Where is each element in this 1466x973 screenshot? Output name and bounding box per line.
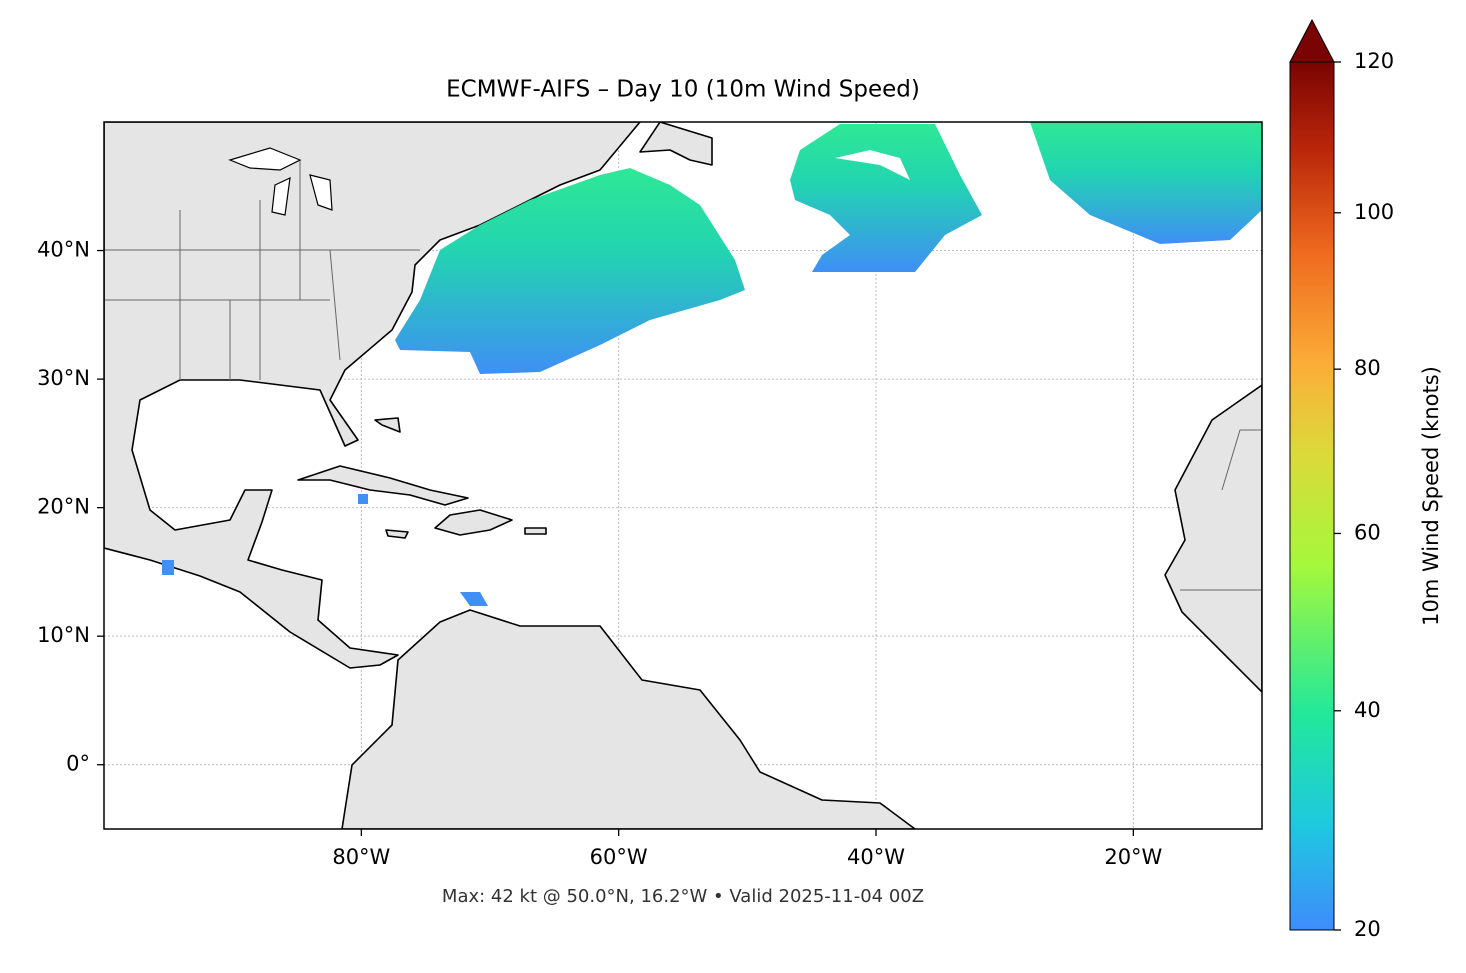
- x-tick-label: 60°W: [590, 845, 648, 869]
- x-tick-label: 80°W: [332, 845, 390, 869]
- plot-frame: [103, 121, 1263, 830]
- puerto-rico: [524, 527, 547, 535]
- jamaica: [385, 529, 409, 539]
- wind-swath: [395, 168, 745, 374]
- x-tick-label: 40°W: [847, 845, 905, 869]
- title: ECMWF-AIFS – Day 10 (10m Wind Speed): [446, 77, 920, 103]
- state-borders: [104, 160, 1262, 591]
- map-area: [104, 122, 1262, 829]
- colorbar-tick-label: 40: [1354, 698, 1381, 722]
- y-tick-label: 20°N: [37, 495, 90, 519]
- north-central-america: [104, 122, 641, 669]
- africa: [1164, 384, 1262, 693]
- y-tick-label: 0°: [66, 752, 90, 776]
- newfoundland: [639, 122, 713, 166]
- colorbar-extend: [1289, 18, 1335, 63]
- y-tick-label: 10°N: [37, 623, 90, 647]
- wind-gap: [835, 150, 910, 180]
- south-america: [341, 609, 916, 829]
- y-tick-label: 30°N: [37, 366, 90, 390]
- wind-swath: [1030, 122, 1262, 244]
- colorbar-tick-label: 20: [1354, 917, 1381, 941]
- footer-note: Max: 42 kt @ 50.0°N, 16.2°W • Valid 2025…: [442, 886, 924, 907]
- cuba: [297, 465, 469, 506]
- colorbar-label: 10m Wind Speed (knots): [1419, 366, 1443, 626]
- x-tick-label: 20°W: [1104, 845, 1162, 869]
- colorbar-tick-label: 80: [1354, 356, 1381, 380]
- hispaniola: [434, 509, 513, 536]
- wind-swath: [790, 124, 982, 272]
- colorbar-tick-label: 120: [1354, 49, 1394, 73]
- y-tick-label: 40°N: [37, 238, 90, 262]
- colorbar-tick-label: 100: [1354, 200, 1394, 224]
- colorbar-tick-label: 60: [1354, 520, 1381, 544]
- bahamas: [374, 417, 401, 433]
- great-lakes: [228, 147, 333, 216]
- colorbar: [1289, 61, 1335, 931]
